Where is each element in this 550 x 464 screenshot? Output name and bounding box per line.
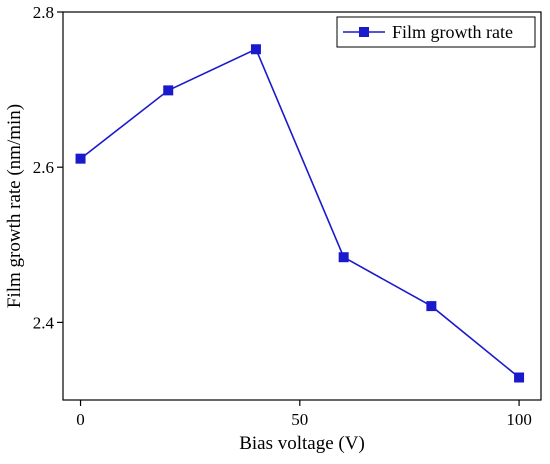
y-tick-label: 2.4 bbox=[33, 313, 55, 332]
series-line bbox=[80, 48, 520, 379]
data-point bbox=[426, 301, 437, 312]
legend-label: Film growth rate bbox=[392, 22, 513, 42]
legend-marker-sample bbox=[359, 27, 369, 37]
y-axis: 2.4 2.6 2.8 bbox=[33, 3, 63, 332]
x-tick-label: 50 bbox=[291, 410, 308, 429]
data-point bbox=[163, 85, 174, 96]
data-point bbox=[338, 252, 349, 263]
y-axis-title: Film growth rate (nm/min) bbox=[4, 104, 25, 308]
y-tick-label: 2.8 bbox=[33, 3, 54, 22]
series-layer bbox=[75, 44, 525, 383]
x-tick-label: 100 bbox=[506, 410, 532, 429]
x-tick-label: 0 bbox=[76, 410, 85, 429]
data-point bbox=[514, 372, 525, 383]
data-point bbox=[75, 153, 86, 164]
x-axis: 0 50 100 bbox=[76, 400, 532, 429]
plot-frame bbox=[62, 11, 542, 401]
y-tick-label: 2.6 bbox=[33, 158, 54, 177]
data-point bbox=[250, 44, 261, 55]
x-axis-title: Bias voltage (V) bbox=[239, 433, 365, 454]
legend: Film growth rate bbox=[336, 16, 536, 48]
